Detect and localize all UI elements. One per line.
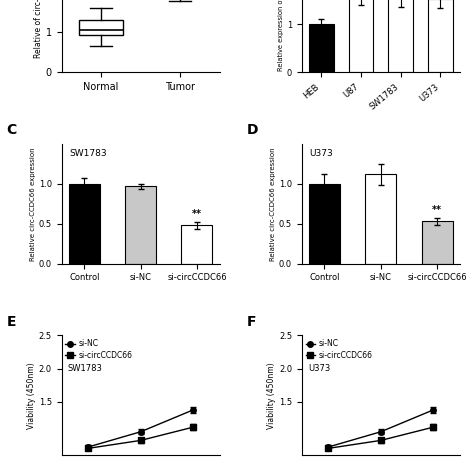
Text: F: F [246,315,256,329]
Legend: si-NC, si-circCCDC66: si-NC, si-circCCDC66 [65,339,132,359]
Text: E: E [6,315,16,329]
Text: U373: U373 [310,149,333,158]
Bar [309,24,334,72]
Text: **: ** [432,205,442,215]
Bar [309,184,340,264]
Legend: si-NC, si-circCCDC66: si-NC, si-circCCDC66 [306,339,373,359]
Y-axis label: Relative of circ-CCDC66: Relative of circ-CCDC66 [34,0,43,58]
Y-axis label: Viability (450nm): Viability (450nm) [27,362,36,428]
Bar [182,225,212,264]
Y-axis label: Relative circ-CCDC66 expression: Relative circ-CCDC66 expression [30,147,36,261]
Y-axis label: Viability (450nm): Viability (450nm) [267,362,276,428]
Y-axis label: Relative expression of circ-CCDC66: Relative expression of circ-CCDC66 [278,0,284,71]
Text: **: ** [192,209,202,219]
Bar [69,184,100,264]
Bar [125,186,156,264]
PathPatch shape [80,20,123,35]
Bar [421,221,453,264]
Text: C: C [6,123,17,137]
Bar [388,0,413,72]
Text: SW1783: SW1783 [68,365,103,374]
Text: U373: U373 [308,365,330,374]
Bar [428,0,453,72]
Text: SW1783: SW1783 [70,149,107,158]
Y-axis label: Relative circ-CCDC66 expression: Relative circ-CCDC66 expression [270,147,276,261]
Text: D: D [246,123,258,137]
Bar [349,0,373,72]
Bar [365,174,396,264]
